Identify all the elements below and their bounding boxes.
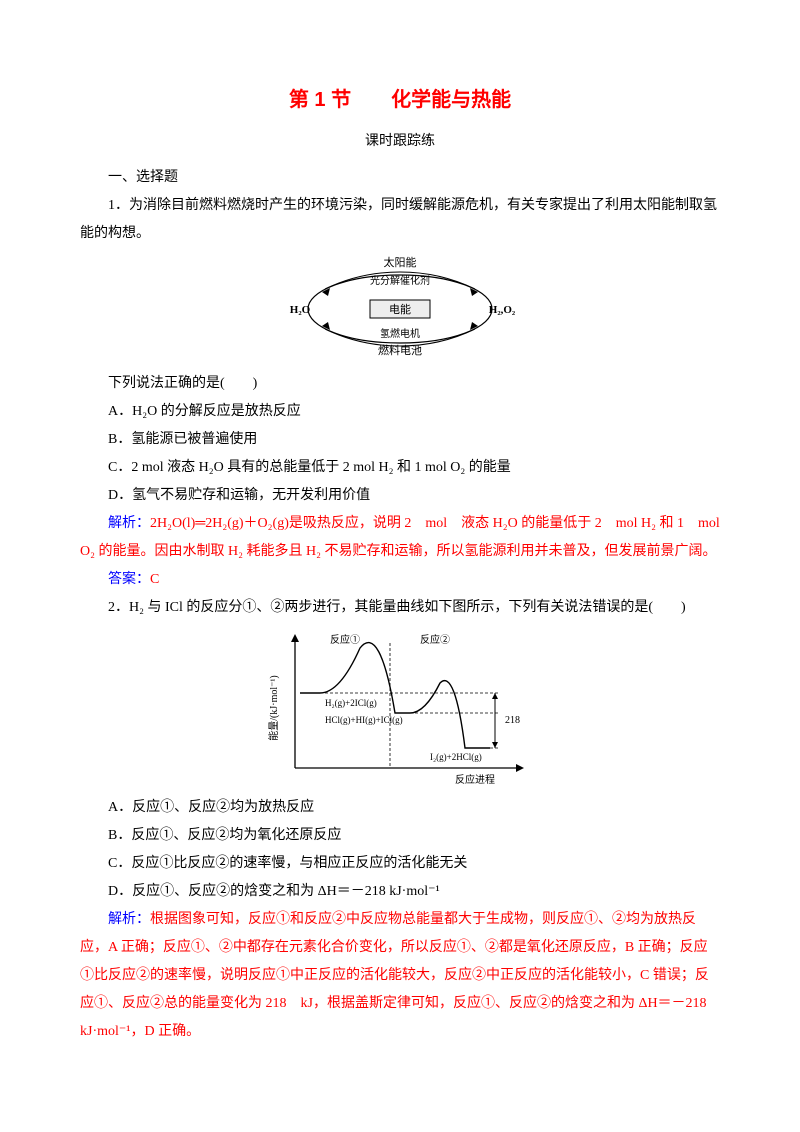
d2-r2: 反应② xyxy=(420,633,450,646)
d1-bot2: 氢燃电机 xyxy=(380,327,420,340)
q1-optD: D．氢气不易贮存和运输，无开发利用价值 xyxy=(80,482,720,510)
q2-analysis-label: 解析： xyxy=(108,912,150,927)
d1-left: H₂O xyxy=(290,304,311,316)
q2-stem: 2．H₂ 与 ICl 的反应分①、②两步进行，其能量曲线如下图所示，下列有关说法… xyxy=(80,594,720,622)
q1-analysis-label: 解析： xyxy=(108,516,150,531)
d2-val: 218 xyxy=(505,715,520,726)
d1-top2: 光分解催化剂 xyxy=(370,274,430,287)
d2-lab3: I₂(g)+2HCl(g) xyxy=(430,752,482,762)
d1-top: 太阳能 xyxy=(384,255,417,269)
page-title: 第 1 节 化学能与热能 xyxy=(80,80,720,120)
q1-analysis: 解析：2H₂O(l)═2H₂(g)＋O₂(g)是吸热反应，说明 2 mol 液态… xyxy=(80,510,720,566)
q1-answer-val: C xyxy=(150,572,159,587)
d1-right: H₂,O₂ xyxy=(489,304,516,316)
subtitle: 课时跟踪练 xyxy=(80,128,720,156)
q2-analysis-text: 根据图象可知，反应①和反应②中反应物总能量都大于生成物，则反应①、②均为放热反应… xyxy=(80,912,709,1039)
q2-optB: B．反应①、反应②均为氧化还原反应 xyxy=(80,822,720,850)
d1-center: 电能 xyxy=(389,302,411,316)
q1-analysis-text: 2H₂O(l)═2H₂(g)＋O₂(g)是吸热反应，说明 2 mol 液态 H₂… xyxy=(80,516,734,559)
d2-lab2: HCl(g)+HI(g)+ICl(g) xyxy=(325,715,403,725)
q2-diagram: 能量/(kJ·mol⁻¹) 反应进程 218 反应① 反应② H₂(g)+2IC… xyxy=(265,628,535,788)
d2-lab1: H₂(g)+2ICl(g) xyxy=(325,698,377,708)
d2-xlabel: 反应进程 xyxy=(455,773,495,786)
q1-answer-label: 答案： xyxy=(108,572,150,587)
q1-answer: 答案：C xyxy=(80,566,720,594)
d2-r1: 反应① xyxy=(330,633,360,646)
q2-optD: D．反应①、反应②的焓变之和为 ΔH＝－218 kJ·mol⁻¹ xyxy=(80,878,720,906)
q1-diagram: 电能 太阳能 光分解催化剂 H₂O H₂,O₂ 氢燃电机 燃料电池 xyxy=(270,254,530,364)
q1-stem: 1．为消除目前燃料燃烧时产生的环境污染，同时缓解能源危机，有关专家提出了利用太阳… xyxy=(80,192,720,248)
q1-optB: B．氢能源已被普遍使用 xyxy=(80,426,720,454)
q1-prompt: 下列说法正确的是( ) xyxy=(80,370,720,398)
q2-analysis: 解析：根据图象可知，反应①和反应②中反应物总能量都大于生成物，则反应①、②均为放… xyxy=(80,906,720,1046)
q2-optC: C．反应①比反应②的速率慢，与相应正反应的活化能无关 xyxy=(80,850,720,878)
d2-ylabel: 能量/(kJ·mol⁻¹) xyxy=(267,675,280,741)
section-heading: 一、选择题 xyxy=(80,164,720,192)
q1-optA: A．H₂O 的分解反应是放热反应 xyxy=(80,398,720,426)
q1-optC: C．2 mol 液态 H₂O 具有的总能量低于 2 mol H₂ 和 1 mol… xyxy=(80,454,720,482)
q2-optA: A．反应①、反应②均为放热反应 xyxy=(80,794,720,822)
